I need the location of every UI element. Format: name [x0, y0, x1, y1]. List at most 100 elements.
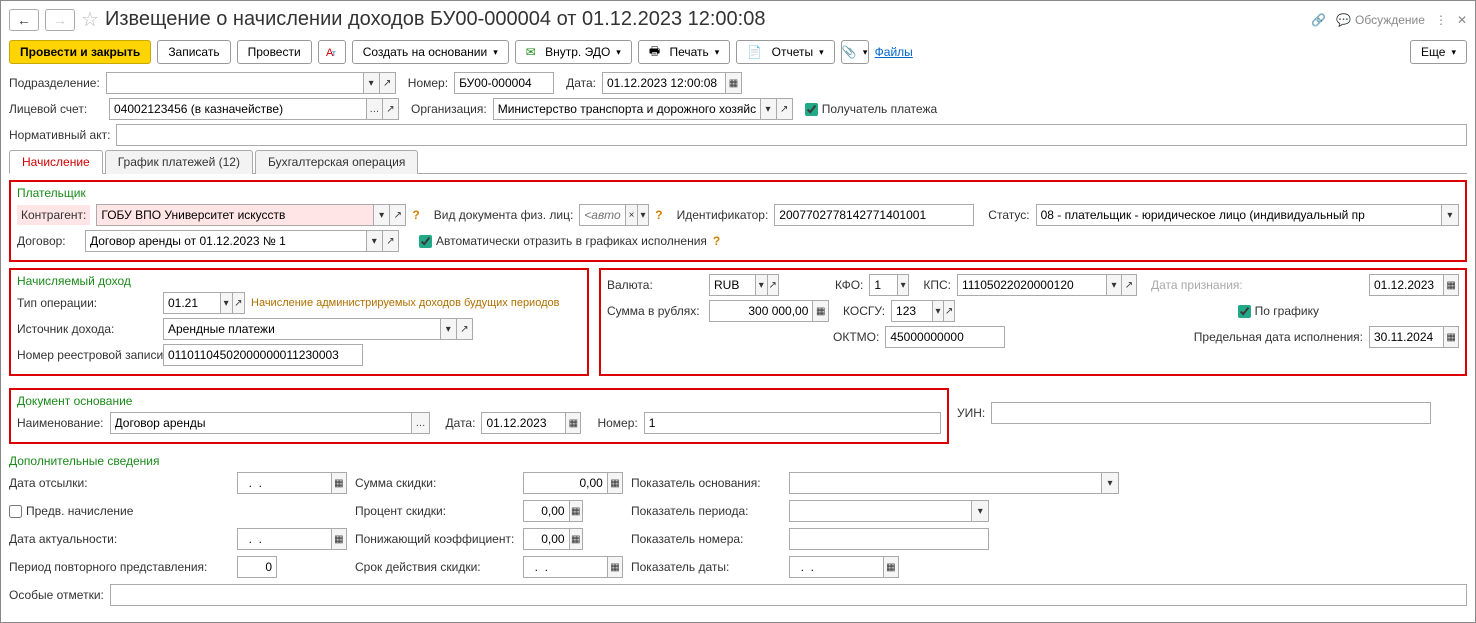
dropdown-icon[interactable]: ▾ [1106, 275, 1121, 295]
currency-input[interactable]: ▾ ↗ [709, 274, 779, 296]
dropdown-icon[interactable]: ▾ [932, 301, 943, 321]
op-type-input[interactable]: ▾ ↗ [163, 292, 245, 314]
calendar-icon[interactable]: ▦ [607, 557, 622, 577]
open-icon[interactable]: ↗ [1121, 275, 1136, 295]
send-date-input[interactable]: ▦ [237, 472, 347, 494]
dropdown-icon[interactable]: ▾ [1101, 473, 1118, 493]
kosgu-input[interactable]: ▾ ↗ [891, 300, 955, 322]
kps-input[interactable]: ▾ ↗ [957, 274, 1137, 296]
tab-accounting[interactable]: Бухгалтерская операция [255, 150, 418, 174]
close-icon[interactable]: ✕ [1457, 13, 1467, 27]
contragent-input[interactable]: ▾ ↗ [96, 204, 406, 226]
dropdown-icon[interactable]: ▾ [220, 293, 232, 313]
files-link[interactable]: Файлы [875, 45, 913, 59]
status-input[interactable]: ▾ [1036, 204, 1459, 226]
basis-name-input[interactable]: … [110, 412, 430, 434]
doc-type-input[interactable]: × ▾ [579, 204, 649, 226]
number-ind-input[interactable] [789, 528, 989, 550]
dropdown-icon[interactable]: ▾ [440, 319, 456, 339]
contract-input[interactable]: ▾ ↗ [85, 230, 399, 252]
open-icon[interactable]: ↗ [382, 231, 398, 251]
calc-icon[interactable]: ▦ [607, 473, 622, 493]
coeff-input[interactable]: ▦ [523, 528, 583, 550]
source-input[interactable]: ▾ ↗ [163, 318, 473, 340]
edo-button[interactable]: ✉ Внутр. ЭДО [515, 40, 632, 64]
recipient-checkbox[interactable]: Получатель платежа [805, 102, 937, 116]
discount-sum-input[interactable]: ▦ [523, 472, 623, 494]
help-icon[interactable]: ? [713, 234, 720, 248]
deadline-input[interactable]: ▦ [1369, 326, 1459, 348]
clear-icon[interactable]: × [625, 205, 636, 225]
calendar-icon[interactable]: ▦ [331, 473, 346, 493]
post-button[interactable]: Провести [237, 40, 312, 64]
discuss-button[interactable]: 💬 Обсуждение [1336, 13, 1425, 27]
post-close-button[interactable]: Провести и закрыть [9, 40, 151, 64]
tab-schedule[interactable]: График платежей (12) [105, 150, 253, 174]
open-icon[interactable]: ↗ [382, 99, 398, 119]
number-input[interactable] [454, 72, 554, 94]
calendar-icon[interactable]: ▦ [1443, 327, 1458, 347]
kebab-icon[interactable]: ⋮ [1435, 13, 1447, 27]
dropdown-icon[interactable]: ▾ [637, 205, 648, 225]
ellipsis-icon[interactable]: … [366, 99, 382, 119]
kfo-input[interactable]: ▾ [869, 274, 909, 296]
calc-icon[interactable]: ▦ [569, 529, 582, 549]
link-icon[interactable]: 🔗 [1311, 13, 1326, 27]
help-icon[interactable]: ? [655, 208, 662, 222]
nav-back-button[interactable]: ← [9, 9, 39, 31]
calendar-icon[interactable]: ▦ [565, 413, 580, 433]
discount-term-input[interactable]: ▦ [523, 556, 623, 578]
basis-number-input[interactable] [644, 412, 941, 434]
oktmo-input[interactable] [885, 326, 1005, 348]
open-icon[interactable]: ↗ [943, 301, 954, 321]
open-icon[interactable]: ↗ [232, 293, 244, 313]
calc-icon[interactable]: ▦ [812, 301, 828, 321]
open-icon[interactable]: ↗ [389, 205, 405, 225]
normative-input[interactable] [116, 124, 1467, 146]
nav-forward-button[interactable]: → [45, 9, 75, 31]
uin-input[interactable] [991, 402, 1431, 424]
dropdown-icon[interactable]: ▾ [373, 205, 389, 225]
period-ind-input[interactable]: ▾ [789, 500, 989, 522]
sum-input[interactable]: ▦ [709, 300, 829, 322]
actual-date-input[interactable]: ▦ [237, 528, 347, 550]
account-input[interactable]: … ↗ [109, 98, 399, 120]
reports-button[interactable]: 📄 Отчеты [736, 40, 834, 64]
discount-pct-input[interactable]: ▦ [523, 500, 583, 522]
basis-ind-input[interactable]: ▾ [789, 472, 1119, 494]
date-ind-input[interactable]: ▦ [789, 556, 899, 578]
special-input[interactable] [110, 584, 1467, 606]
prelim-checkbox[interactable]: Предв. начисление [9, 504, 229, 518]
open-icon[interactable]: ↗ [379, 73, 395, 93]
id-input[interactable] [774, 204, 974, 226]
dropdown-icon[interactable]: ▾ [760, 99, 776, 119]
open-icon[interactable]: ↗ [456, 319, 472, 339]
dropdown-icon[interactable]: ▾ [363, 73, 379, 93]
more-button[interactable]: Еще [1410, 40, 1467, 64]
calc-icon[interactable]: ▦ [569, 501, 582, 521]
repeat-input[interactable] [237, 556, 277, 578]
dropdown-icon[interactable]: ▾ [366, 231, 382, 251]
calendar-icon[interactable]: ▦ [1443, 275, 1458, 295]
dropdown-icon[interactable]: ▾ [897, 275, 908, 295]
refresh-icon[interactable]: Aт [318, 40, 346, 64]
favorite-icon[interactable]: ☆ [81, 7, 99, 32]
attach-button[interactable]: 📎 [841, 40, 869, 64]
registry-input[interactable] [163, 344, 363, 366]
calendar-icon[interactable]: ▦ [883, 557, 898, 577]
dropdown-icon[interactable]: ▾ [1441, 205, 1458, 225]
department-input[interactable]: ▾ ↗ [106, 72, 396, 94]
date-input[interactable]: ▦ [602, 72, 742, 94]
help-icon[interactable]: ? [412, 208, 419, 222]
tab-accrual[interactable]: Начисление [9, 150, 103, 174]
ellipsis-icon[interactable]: … [411, 413, 428, 433]
org-input[interactable]: ▾ ↗ [493, 98, 793, 120]
dropdown-icon[interactable]: ▾ [755, 275, 766, 295]
recog-date-input[interactable]: ▦ [1369, 274, 1459, 296]
calendar-icon[interactable]: ▦ [725, 73, 741, 93]
print-button[interactable]: 🖶 Печать [638, 40, 731, 64]
open-icon[interactable]: ↗ [767, 275, 778, 295]
save-button[interactable]: Записать [157, 40, 230, 64]
by-schedule-checkbox[interactable]: По графику [1238, 304, 1319, 318]
auto-reflect-checkbox[interactable]: Автоматически отразить в графиках исполн… [419, 234, 707, 248]
